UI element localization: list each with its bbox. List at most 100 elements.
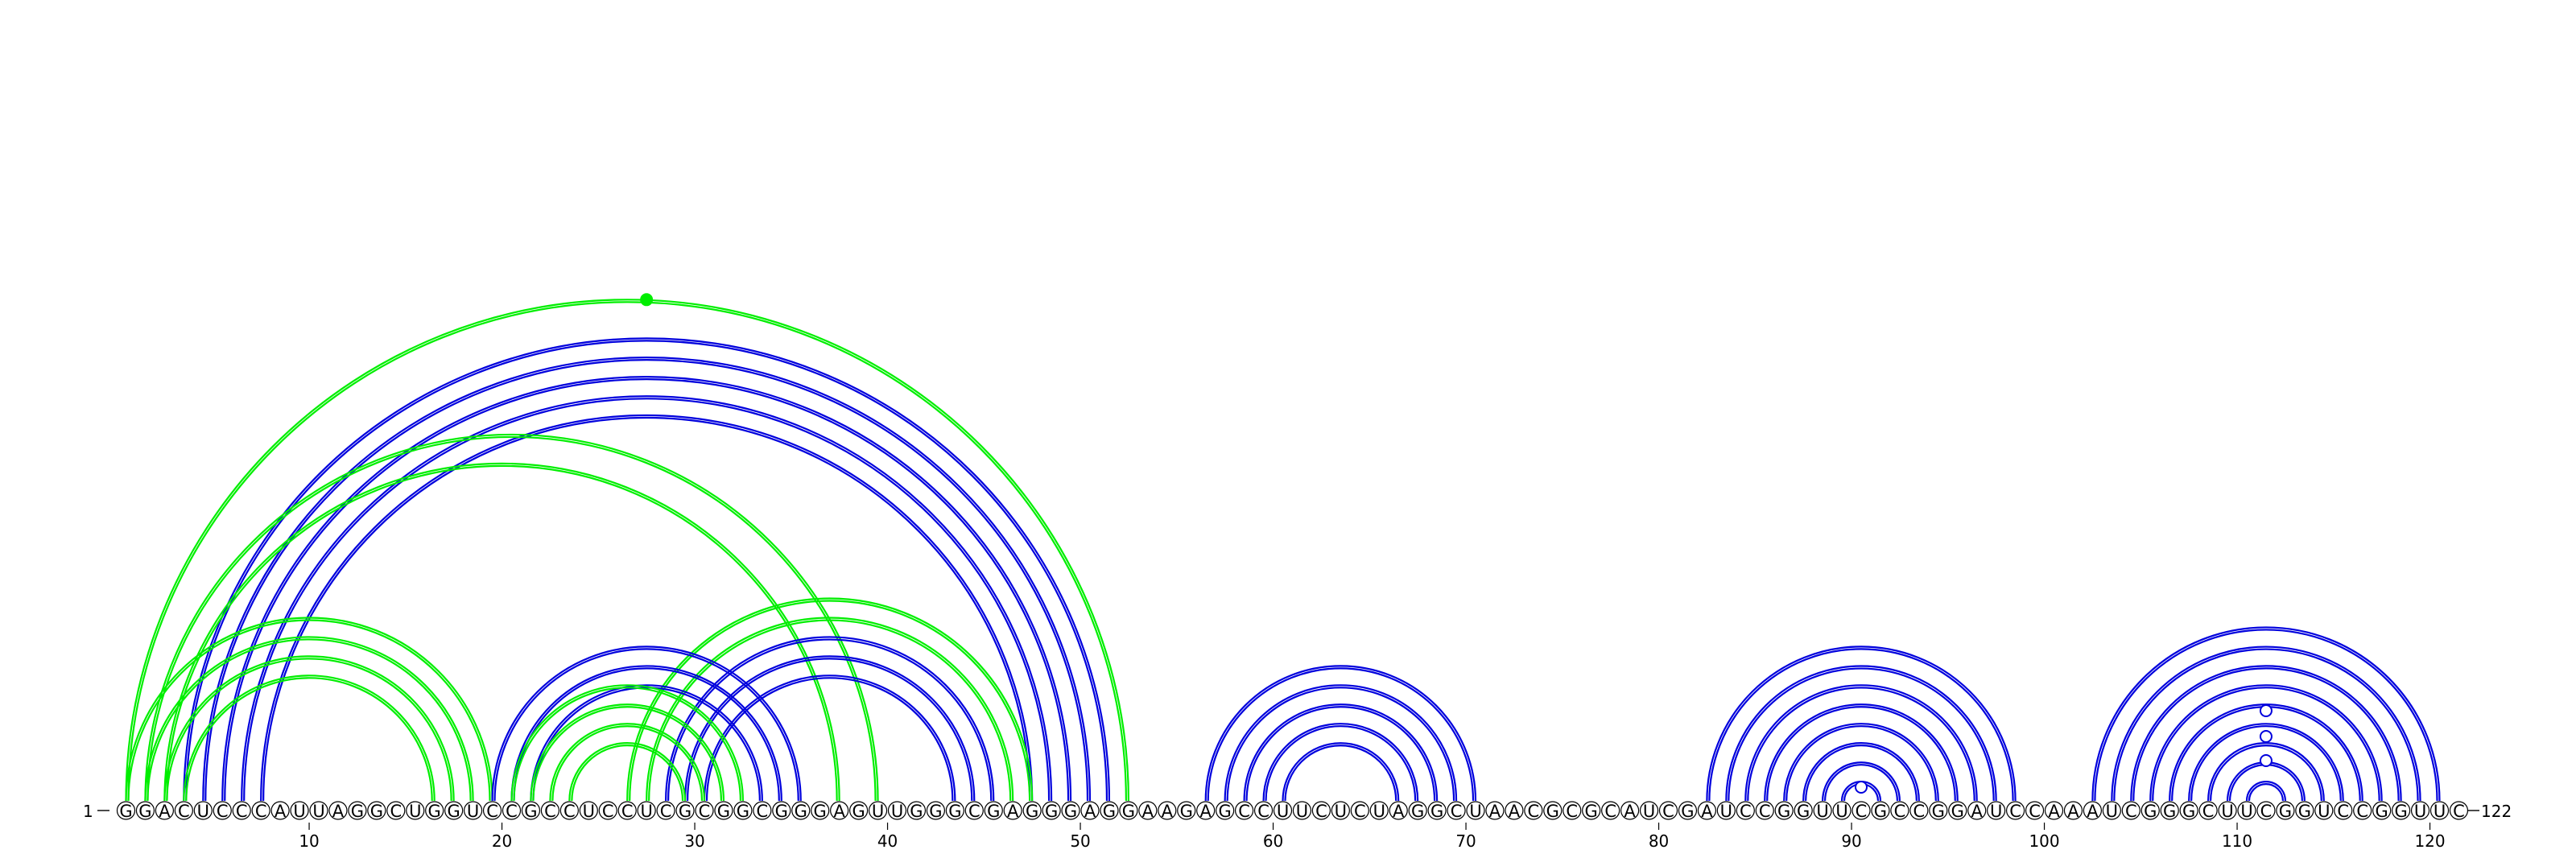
- nucleotide-letter: G: [448, 802, 460, 821]
- nucleotide-circle: [367, 801, 386, 820]
- nucleotide: C: [386, 801, 406, 821]
- nucleotide-circle: [116, 801, 136, 820]
- nucleotide-circle: [2044, 801, 2064, 820]
- start-label: 1: [83, 802, 93, 821]
- nucleotide-circle: [1292, 801, 1312, 820]
- nucleotide-circle: [906, 801, 927, 820]
- nucleotide-letter: C: [236, 802, 248, 821]
- nucleotide: G: [116, 801, 136, 821]
- nucleotide: U: [2102, 801, 2121, 821]
- base-pair-arc-inner: [127, 619, 491, 802]
- nucleotide-letter: G: [1122, 802, 1135, 821]
- nucleotide-letter: C: [699, 802, 711, 821]
- tick-label: 20: [492, 831, 512, 851]
- nucleotide: A: [2044, 801, 2064, 821]
- nucleotide: U: [1466, 801, 1485, 821]
- nucleotide: G: [1042, 801, 1061, 821]
- base-pair-arc: [1744, 684, 1978, 802]
- nucleotide-circle: [1852, 801, 1871, 820]
- nucleotide-letter: G: [1064, 802, 1077, 821]
- nucleotide-circle: [791, 801, 811, 820]
- nucleotide: C: [213, 801, 232, 821]
- nucleotide-circle: [637, 801, 656, 820]
- nucleotide-letter: G: [717, 802, 730, 821]
- nucleotide: G: [1948, 801, 1967, 821]
- nucleotide-letter: G: [1219, 802, 1232, 821]
- nucleotide: G: [1022, 801, 1042, 821]
- nucleotide: A: [1196, 801, 1216, 821]
- nucleotide: G: [1794, 801, 1813, 821]
- nucleotide-letter: U: [872, 802, 884, 821]
- nucleotide-circle: [1119, 801, 1138, 820]
- nucleotide: C: [1909, 801, 1929, 821]
- nucleotide-circle: [830, 801, 849, 820]
- nucleotide-letter: C: [1740, 802, 1752, 821]
- nucleotide-letter: C: [1662, 802, 1674, 821]
- base-pair-arc: [1224, 684, 1458, 802]
- base-pair-arc-inner: [513, 687, 741, 802]
- nucleotide: U: [887, 801, 907, 821]
- base-pair-arc: [491, 646, 802, 802]
- nucleotide-circle: [868, 801, 888, 820]
- nucleotide: A: [1967, 801, 1987, 821]
- nucleotide-circle: [579, 801, 598, 820]
- nucleotide-letter: G: [1180, 802, 1193, 821]
- nucleotide-letter: U: [2240, 802, 2252, 821]
- nucleotide-letter: C: [217, 802, 229, 821]
- nucleotide: C: [2334, 801, 2353, 821]
- nucleotide-letter: C: [757, 802, 769, 821]
- arc-marker: [2259, 730, 2273, 743]
- nucleotide-letter: G: [1026, 802, 1038, 821]
- nucleotide-circle: [1080, 801, 1100, 820]
- nucleotide-circle: [2314, 801, 2334, 820]
- nucleotide-letter: C: [968, 802, 980, 821]
- nucleotide-circle: [2063, 801, 2083, 820]
- nucleotide-circle: [1061, 801, 1080, 820]
- base-pair-arc-inner: [127, 301, 1127, 802]
- base-pair-arc-inner: [2210, 745, 2322, 802]
- nucleotide-letter: U: [1835, 802, 1847, 821]
- tick-label: 100: [2029, 831, 2059, 851]
- nucleotide: A: [328, 801, 348, 821]
- nucleotide: C: [1736, 801, 1755, 821]
- base-pair-arc: [1725, 665, 1997, 802]
- nucleotide-circle: [521, 801, 541, 820]
- nucleotide-circle: [1427, 801, 1447, 820]
- base-pair-arc: [144, 636, 474, 802]
- nucleotide-letter: G: [1045, 802, 1058, 821]
- nucleotide: U: [1987, 801, 2006, 821]
- base-pair-arc-inner: [1265, 725, 1417, 802]
- nucleotide-circle: [1331, 801, 1350, 820]
- nucleotide: U: [2237, 801, 2256, 821]
- base-pair-arc: [568, 742, 687, 802]
- nucleotide: G: [135, 801, 155, 821]
- nucleotide: U: [1716, 801, 1736, 821]
- nucleotide: A: [1505, 801, 1524, 821]
- base-pair-arc: [549, 723, 706, 802]
- nucleotide-circle: [1563, 801, 1582, 820]
- nucleotide-letter: A: [2067, 802, 2079, 821]
- nucleotide: G: [945, 801, 964, 821]
- nucleotide-letter: G: [2279, 802, 2292, 821]
- nucleotide: U: [2218, 801, 2237, 821]
- base-pair-arc-inner: [166, 658, 452, 802]
- base-pair-arc-inner: [185, 677, 433, 802]
- nucleotide-circle: [251, 801, 270, 820]
- nucleotide-circle: [425, 801, 444, 820]
- nucleotide-circle: [463, 801, 483, 820]
- nucleotide-circle: [232, 801, 251, 820]
- base-pair-arc: [2207, 742, 2325, 802]
- nucleotide-circle: [811, 801, 830, 820]
- nucleotide-letter: U: [583, 802, 595, 821]
- base-pair-arc-inner: [204, 359, 1089, 802]
- nucleotide-letter: C: [2029, 802, 2041, 821]
- nucleotide: A: [1080, 801, 1100, 821]
- nucleotide-letter: A: [159, 802, 171, 821]
- arcs-layer: [125, 293, 2441, 802]
- nucleotide-circle: [270, 801, 290, 820]
- nucleotide-circle: [848, 801, 869, 820]
- nucleotide-circle: [1890, 801, 1909, 820]
- base-pair-arc: [241, 395, 1053, 802]
- nucleotide: G: [848, 801, 869, 821]
- nucleotide-circle: [2179, 801, 2198, 820]
